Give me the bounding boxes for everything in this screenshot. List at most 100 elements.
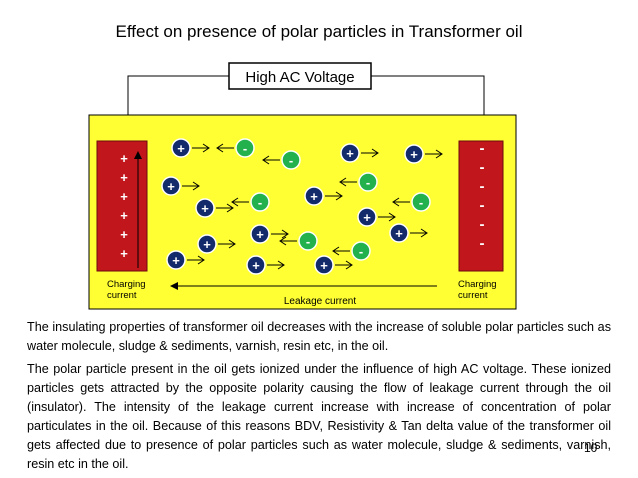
right-wire xyxy=(371,75,485,115)
charging-arrow-head xyxy=(134,151,142,159)
negative-electrode-sign: - xyxy=(480,235,485,252)
negative-particle: - xyxy=(262,150,301,170)
negative-particle: - xyxy=(279,231,318,251)
particle-sign: - xyxy=(243,141,247,156)
particle-sign: + xyxy=(363,210,371,225)
particle-body xyxy=(357,207,377,227)
negative-electrode xyxy=(458,140,504,272)
negative-electrode-sign: - xyxy=(480,140,485,157)
particle-sign: - xyxy=(289,153,293,168)
negative-particle: - xyxy=(392,192,431,212)
negative-electrode-signs: - - - - - - xyxy=(480,140,485,252)
particle-body xyxy=(197,234,217,254)
particle-arrow-head xyxy=(339,177,347,187)
polar-particle-diagram: High AC Voltage + + + + + + - - - - - - Charging c… xyxy=(88,62,517,310)
particle-sign: + xyxy=(320,258,328,273)
particle-arrow-head xyxy=(226,203,234,213)
particle-arrow-head xyxy=(392,197,400,207)
particle-arrow-head xyxy=(279,236,287,246)
negative-electrode-sign: - xyxy=(480,178,485,195)
particle-arrow-head xyxy=(332,246,340,256)
particles-group: + -- + ++ -+ - + -++ -++ -+ + + xyxy=(161,138,443,275)
positive-particle: + xyxy=(246,255,285,275)
particle-arrow-head xyxy=(371,148,379,158)
particle-body xyxy=(281,150,301,170)
positive-electrode-sign: + xyxy=(120,246,128,261)
particle-body xyxy=(246,255,266,275)
particle-arrow-head xyxy=(345,260,353,270)
particle-sign: + xyxy=(177,141,185,156)
particle-body xyxy=(358,172,378,192)
particle-sign: + xyxy=(395,226,403,241)
ac-source-box xyxy=(228,62,372,90)
positive-electrode-sign: + xyxy=(120,189,128,204)
particle-arrow-head xyxy=(202,143,210,153)
particle-sign: - xyxy=(306,234,310,249)
particle-arrow-head xyxy=(388,212,396,222)
particle-sign: + xyxy=(252,258,260,273)
positive-electrode xyxy=(96,140,148,272)
right-charging-label-line1: Charging xyxy=(458,279,497,290)
positive-electrode-sign: + xyxy=(120,227,128,242)
positive-particle: + xyxy=(195,198,234,218)
positive-particle: + xyxy=(304,186,343,206)
particle-sign: + xyxy=(167,179,175,194)
positive-particle: + xyxy=(340,143,379,163)
particle-arrow-head xyxy=(197,255,205,265)
particle-body xyxy=(411,192,431,212)
negative-particle: - xyxy=(339,172,378,192)
right-charging-label-line2: current xyxy=(458,290,488,301)
positive-particle: + xyxy=(197,234,236,254)
particle-sign: - xyxy=(419,195,423,210)
positive-particle: + xyxy=(404,144,443,164)
particle-body xyxy=(166,250,186,270)
particle-sign: + xyxy=(346,146,354,161)
left-wire xyxy=(127,75,229,115)
particle-sign: - xyxy=(258,195,262,210)
positive-electrode-signs: + + + + + + xyxy=(120,151,128,261)
left-charging-label-line2: current xyxy=(107,290,137,301)
positive-particle: + xyxy=(161,176,200,196)
particle-arrow-head xyxy=(216,143,224,153)
particle-body xyxy=(250,192,270,212)
particle-sign: - xyxy=(359,244,363,259)
particle-body xyxy=(351,241,371,261)
negative-electrode-sign: - xyxy=(480,216,485,233)
slide-title: Effect on presence of polar particles in… xyxy=(115,22,523,41)
particle-arrow-head xyxy=(281,229,289,239)
negative-particle: - xyxy=(216,138,255,158)
particle-sign: + xyxy=(203,237,211,252)
particle-body xyxy=(340,143,360,163)
positive-electrode-sign: + xyxy=(120,151,128,166)
particle-arrow-head xyxy=(435,149,443,159)
particle-body xyxy=(304,186,324,206)
positive-electrode-sign: + xyxy=(120,170,128,185)
particle-body xyxy=(389,223,409,243)
oil-tank xyxy=(88,114,517,310)
paragraph-2: The polar particle present in the oil ge… xyxy=(27,362,611,471)
particle-sign: + xyxy=(201,201,209,216)
particle-arrow-head xyxy=(335,191,343,201)
particle-body xyxy=(235,138,255,158)
ac-source-label: High AC Voltage xyxy=(245,69,354,86)
positive-particle: + xyxy=(357,207,396,227)
particle-sign: - xyxy=(366,175,370,190)
leakage-current-label: Leakage current xyxy=(284,296,356,307)
particle-body xyxy=(314,255,334,275)
particle-body xyxy=(298,231,318,251)
page-number: 10 xyxy=(584,441,598,455)
particle-sign: + xyxy=(410,147,418,162)
paragraph-1: The insulating properties of transformer… xyxy=(27,320,611,353)
negative-electrode-sign: - xyxy=(480,159,485,176)
particle-arrow-head xyxy=(420,228,428,238)
positive-electrode-sign: + xyxy=(120,208,128,223)
particle-arrow-head xyxy=(277,260,285,270)
positive-particle: + xyxy=(250,224,289,244)
leakage-arrow-head xyxy=(170,282,178,290)
particle-arrow-head xyxy=(231,197,239,207)
particle-arrow-head xyxy=(262,155,270,165)
particle-body xyxy=(161,176,181,196)
positive-particle: + xyxy=(171,138,210,158)
particle-sign: + xyxy=(172,253,180,268)
particle-body xyxy=(171,138,191,158)
